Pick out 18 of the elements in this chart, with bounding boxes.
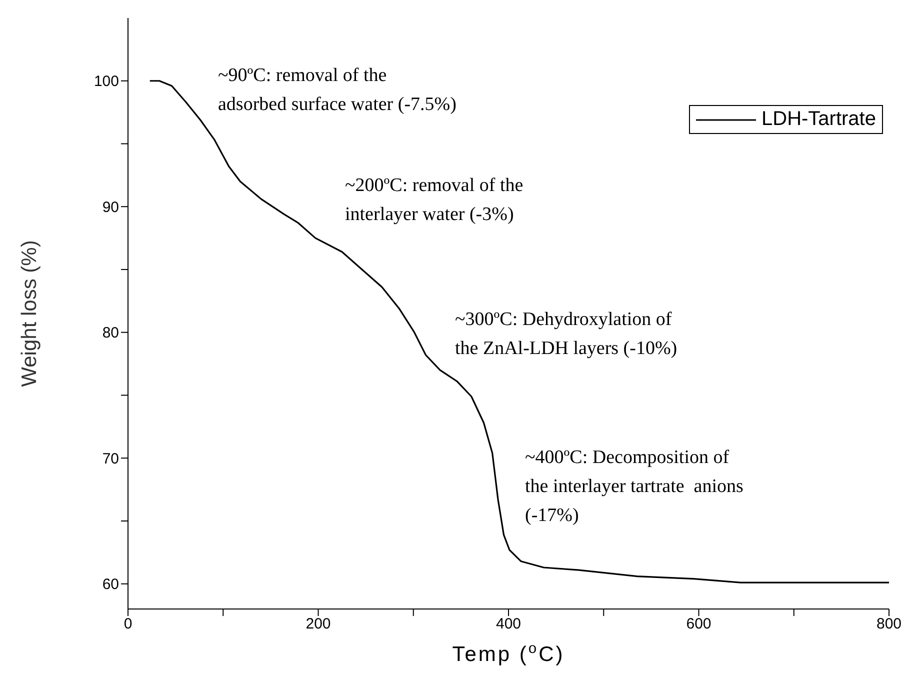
y-axis-title: Weight loss (%) xyxy=(18,240,41,387)
annotation: ~300ºC: Dehydroxylation of the ZnAl-LDH layers (-10%) xyxy=(455,308,678,361)
y-tick-label: 100 xyxy=(94,73,119,90)
y-tick-label: 80 xyxy=(102,324,119,342)
annotation: ~90ºC: removal of the adsorbed surface water (-7.5%) xyxy=(218,64,456,117)
x-tick-label: 400 xyxy=(496,616,522,633)
legend-label: LDH-Tartrate xyxy=(762,108,876,131)
x-tick-label: 0 xyxy=(124,616,132,633)
y-tick-label: 70 xyxy=(102,450,119,468)
x-tick-label: 200 xyxy=(306,616,331,633)
y-tick-label: 60 xyxy=(102,576,119,594)
x-tick-label: 800 xyxy=(876,616,902,633)
annotation: ~200ºC: removal of the interlayer water (-3%) xyxy=(345,174,524,227)
annotation: ~400ºC: Decomposition of the interlayer tartrate anions (-17%) xyxy=(525,446,744,528)
x-tick-label: 600 xyxy=(686,616,712,633)
y-tick-label: 90 xyxy=(102,198,119,216)
x-axis-title: Temp ($^{o}$C) xyxy=(452,641,565,666)
line-series xyxy=(149,80,889,584)
